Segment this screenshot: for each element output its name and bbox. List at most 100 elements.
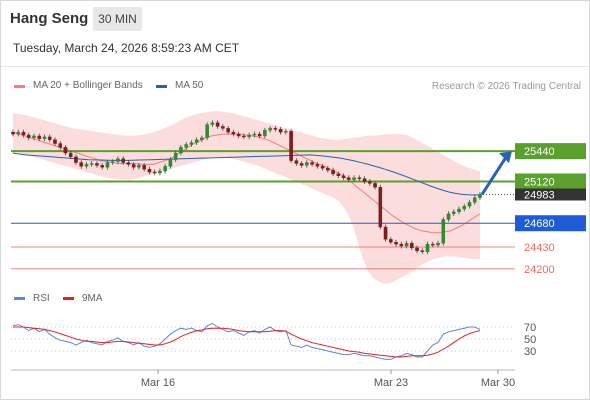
candle-body xyxy=(399,243,404,247)
candle-body xyxy=(84,164,89,167)
candle-body xyxy=(257,133,262,137)
candle-body xyxy=(294,160,299,164)
candle-body xyxy=(446,213,451,220)
candle-body xyxy=(457,208,461,213)
candle-body xyxy=(110,161,115,163)
candle-body xyxy=(37,135,42,139)
candle-body xyxy=(168,159,173,167)
instrument-title: Hang Seng xyxy=(10,10,89,27)
candle-body xyxy=(263,130,267,137)
candle-body xyxy=(184,144,188,148)
candle-body xyxy=(210,122,215,125)
x-axis-tick-label: Mar 23 xyxy=(374,377,408,389)
candle-body xyxy=(42,136,47,139)
candle-body xyxy=(179,147,183,154)
candle-body xyxy=(221,126,225,129)
candle-body xyxy=(268,128,272,131)
rsi-line xyxy=(12,322,481,360)
candle-body xyxy=(388,239,393,243)
bollinger-band-fill xyxy=(13,111,480,284)
candle-body xyxy=(105,162,110,168)
candle-body xyxy=(163,166,167,172)
candle-body xyxy=(158,170,162,174)
candle-body xyxy=(373,183,377,188)
rsi-ma-line xyxy=(13,326,481,358)
ma50-legend-swatch xyxy=(156,85,167,88)
candle-body xyxy=(79,162,84,167)
candle-body xyxy=(126,162,131,165)
candle-body xyxy=(331,169,335,175)
candle-body xyxy=(252,133,257,136)
header-divider xyxy=(1,66,589,67)
candle-body xyxy=(347,177,351,180)
candle-body xyxy=(368,181,372,184)
candle-body xyxy=(320,166,325,169)
resistance-price-tag xyxy=(515,173,586,190)
candle-body xyxy=(53,139,57,144)
candle-body xyxy=(284,131,288,133)
candle-body xyxy=(16,131,21,135)
candle-body xyxy=(247,134,251,138)
candle-body xyxy=(205,124,209,139)
rsi-tick-label: 30 xyxy=(524,346,536,358)
candle-body xyxy=(472,197,477,203)
forecast-arrow-shaft xyxy=(480,156,508,196)
rsi-tick-label: 70 xyxy=(524,322,536,334)
candle-body xyxy=(278,129,283,133)
resistance-price-label: 25120 xyxy=(524,176,555,188)
candle-body xyxy=(215,122,220,127)
bollinger-legend-swatch xyxy=(14,85,25,88)
candle-body xyxy=(315,164,320,167)
timeframe-button[interactable]: 30 MIN xyxy=(93,7,142,31)
candle-body xyxy=(420,250,425,252)
candle-body xyxy=(147,168,152,173)
x-axis-tick-label: Mar 16 xyxy=(141,377,175,389)
forecast-arrow-head xyxy=(499,151,512,164)
candle-body xyxy=(137,165,141,168)
candle-body xyxy=(100,165,105,168)
candle-body xyxy=(451,211,456,214)
candle-body xyxy=(231,131,236,135)
candle-body xyxy=(152,171,157,174)
last-price-label: 24983 xyxy=(524,189,555,201)
last-price-tag xyxy=(515,188,586,201)
rsi-ma-legend-swatch xyxy=(63,297,74,300)
candle-body xyxy=(305,162,309,166)
candle-body xyxy=(26,134,31,139)
candle-body xyxy=(131,164,136,168)
candle-body xyxy=(273,128,278,130)
candle-body xyxy=(430,243,435,246)
ma50-line xyxy=(12,152,481,196)
candle-body xyxy=(404,242,409,247)
rsi-tick-label: 50 xyxy=(524,334,536,346)
candle-body xyxy=(310,162,314,165)
pivot-price-label: 24680 xyxy=(524,218,555,230)
candle-body xyxy=(89,163,94,165)
candle-body xyxy=(362,178,367,182)
candle-body xyxy=(394,242,398,245)
candle-body xyxy=(194,139,199,143)
bollinger-mid-line xyxy=(12,131,481,234)
candle-body xyxy=(74,156,78,163)
candle-body xyxy=(58,143,63,148)
rsi-ma-legend-label: 9MA xyxy=(82,293,103,304)
candle-body xyxy=(409,242,414,249)
rsi-legend-swatch xyxy=(14,297,25,300)
bollinger-legend-label: MA 20 + Bollinger Bands xyxy=(33,80,143,91)
candle-body xyxy=(352,177,356,180)
candle-body xyxy=(336,173,341,176)
candle-body xyxy=(95,163,99,166)
candle-body xyxy=(378,186,383,228)
rsi-legend-label: RSI xyxy=(33,293,50,304)
candle-body xyxy=(63,147,68,154)
candle-body xyxy=(326,168,330,171)
x-axis-tick-label: Mar 30 xyxy=(481,377,515,389)
resistance-price-tag xyxy=(515,143,586,160)
candle-body xyxy=(425,243,430,252)
candle-body xyxy=(289,131,293,161)
candle-body xyxy=(173,152,178,160)
ma50-legend-label: MA 50 xyxy=(175,80,204,91)
candle-body xyxy=(383,226,388,240)
resistance-price-label: 25440 xyxy=(524,146,555,158)
candle-body xyxy=(68,152,73,158)
